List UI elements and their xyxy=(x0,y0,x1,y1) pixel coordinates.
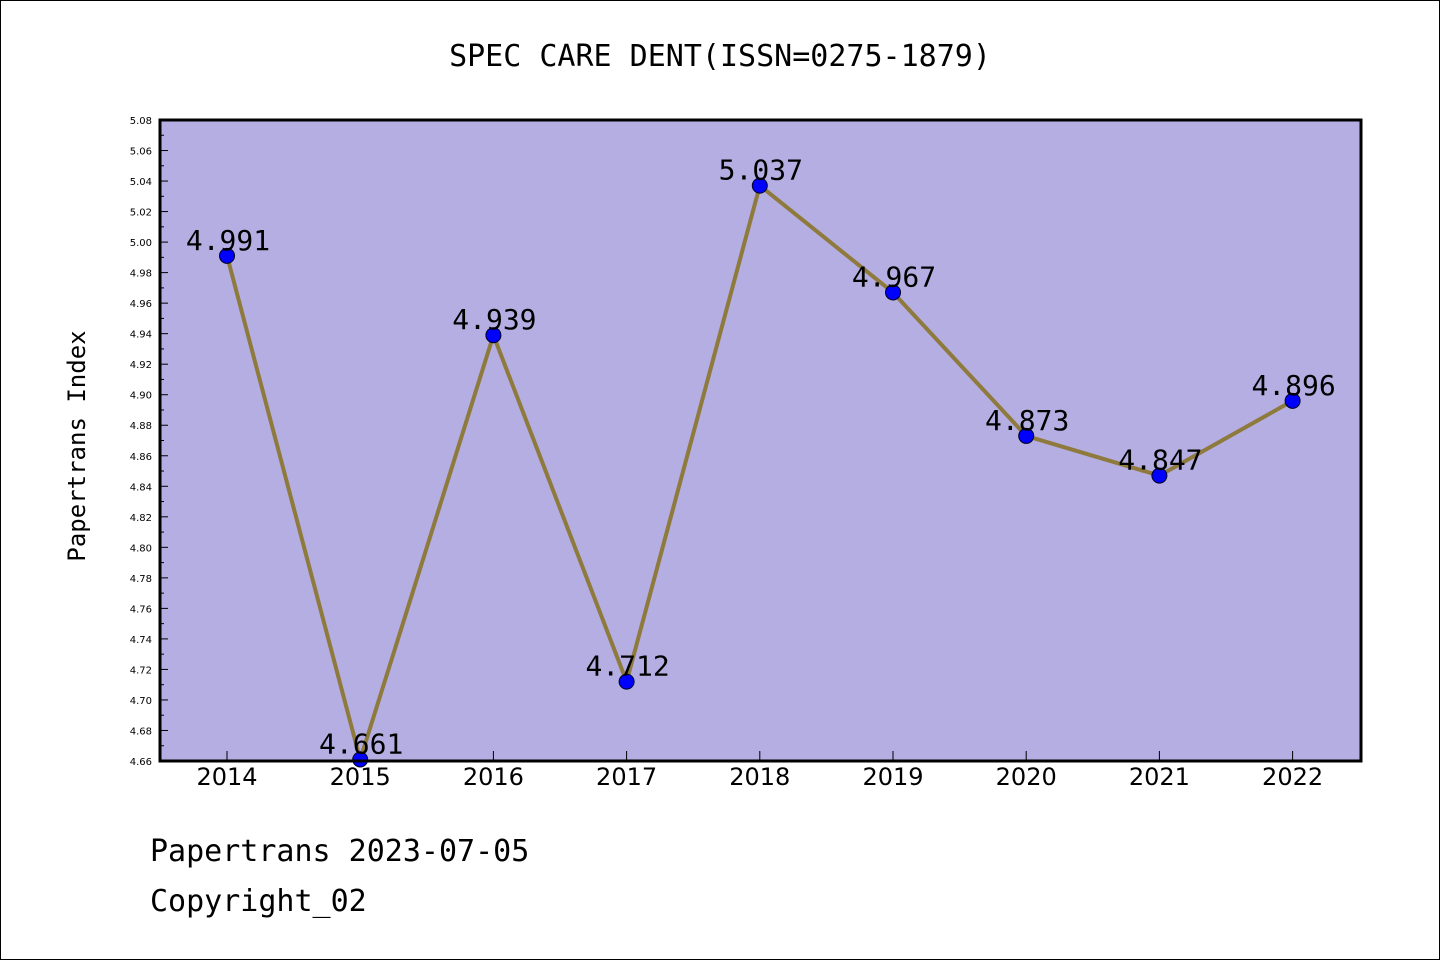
x-tick-label: 2021 xyxy=(1129,763,1190,791)
y-tick-label: 4.94 xyxy=(130,330,152,341)
y-tick-label: 4.88 xyxy=(130,421,152,432)
data-label-2018: 5.037 xyxy=(719,154,803,187)
data-label-2021: 4.847 xyxy=(1118,444,1202,477)
y-tick-label: 4.76 xyxy=(130,604,152,615)
y-tick-label: 5.06 xyxy=(130,147,152,158)
data-point-2014 xyxy=(219,247,235,264)
y-tick-label: 4.86 xyxy=(130,452,152,463)
data-point-2019 xyxy=(885,284,901,301)
x-tick-label: 2016 xyxy=(463,763,524,791)
plot-border xyxy=(158,118,1363,763)
x-tick-label: 2019 xyxy=(862,763,923,791)
y-tick-label: 4.98 xyxy=(130,269,152,280)
y-tick-label: 4.72 xyxy=(130,665,152,676)
data-point-2015 xyxy=(352,751,369,768)
data-point-2016 xyxy=(485,327,502,344)
y-tick-label: 4.92 xyxy=(130,360,152,371)
y-tick-label: 4.74 xyxy=(130,635,152,646)
data-point-2022 xyxy=(1284,392,1301,409)
y-axis: 4.66 4.68 4.70 4.72 4.74 4.76 4.78 4.80 4.82 4.84… xyxy=(130,116,168,768)
y-tick-label: 4.90 xyxy=(130,391,152,402)
y-tick-label: 4.80 xyxy=(130,543,152,554)
data-label-2016: 4.939 xyxy=(452,303,536,336)
plot-area xyxy=(160,120,1361,761)
data-label-2017: 4.712 xyxy=(585,650,669,683)
y-tick-label: 4.68 xyxy=(130,726,152,737)
y-tick-label: 4.78 xyxy=(130,574,152,585)
y-tick-label: 4.70 xyxy=(130,696,152,707)
x-tick-label: 2017 xyxy=(596,763,657,791)
data-label-2022: 4.896 xyxy=(1251,369,1335,402)
data-markers xyxy=(219,177,1301,768)
x-axis: 2014 2015 2016 2017 2018 2019 2020 2021 2022 xyxy=(196,751,1323,791)
data-point-2018 xyxy=(751,177,768,194)
y-tick-label: 4.66 xyxy=(130,757,152,768)
data-label-2014: 4.991 xyxy=(186,224,270,257)
y-tick-label: 4.96 xyxy=(130,299,152,310)
y-tick-label: 5.02 xyxy=(130,208,152,219)
x-tick-label: 2014 xyxy=(196,763,257,791)
data-label-2020: 4.873 xyxy=(985,404,1069,437)
y-tick-label: 4.84 xyxy=(130,482,152,493)
data-point-2020 xyxy=(1018,427,1035,444)
y-axis-label: Papertrans Index xyxy=(63,330,91,561)
x-tick-label: 2018 xyxy=(729,763,790,791)
data-label-2015: 4.661 xyxy=(319,727,403,760)
y-tick-label: 5.04 xyxy=(130,177,152,188)
y-tick-label: 5.08 xyxy=(130,116,152,127)
chart-title: SPEC CARE DENT(ISSN=0275-1879) xyxy=(449,39,991,74)
y-tick-label: 5.00 xyxy=(130,238,152,249)
data-point-2021 xyxy=(1151,467,1168,484)
x-tick-label: 2015 xyxy=(330,763,391,791)
footer-copyright: Copyright_02 xyxy=(150,884,367,919)
x-tick-label: 2022 xyxy=(1262,763,1323,791)
data-labels: 4.991 4.661 4.939 4.712 5.037 4.967 4.873 4.847… xyxy=(186,154,1336,761)
x-tick-label: 2020 xyxy=(996,763,1057,791)
footer-date: Papertrans 2023-07-05 xyxy=(150,834,530,869)
data-point-2017 xyxy=(618,673,635,690)
data-label-2019: 4.967 xyxy=(852,260,936,293)
y-tick-label: 4.82 xyxy=(130,513,152,524)
